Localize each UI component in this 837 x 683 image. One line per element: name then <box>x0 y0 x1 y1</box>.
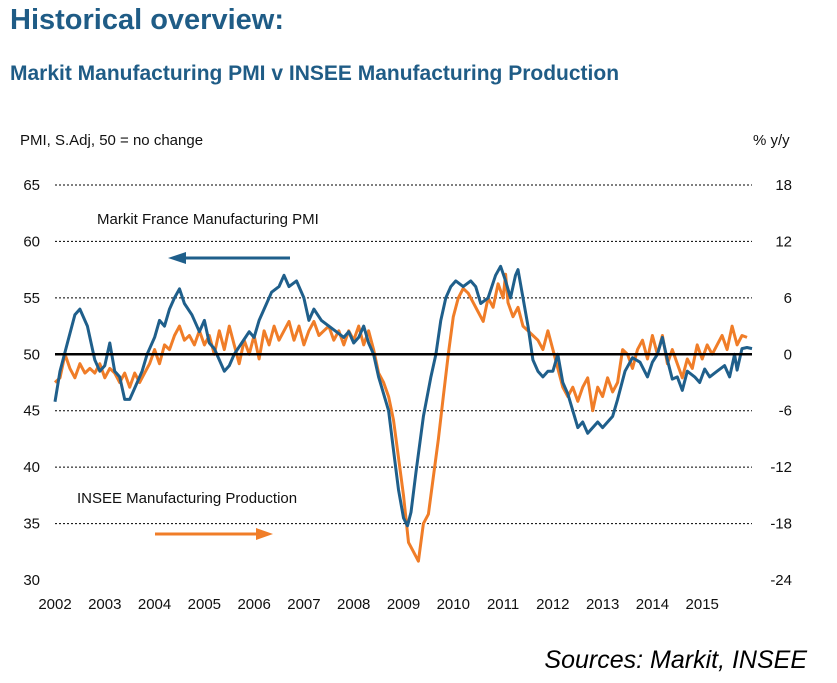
pmi-series-line <box>53 264 753 528</box>
x-tick-label: 2005 <box>188 596 221 613</box>
left-tick-label: 50 <box>23 346 40 363</box>
right-tick-label: -18 <box>770 516 792 533</box>
production-annotation: INSEE Manufacturing Production <box>77 490 297 507</box>
x-tick-label: 2011 <box>487 596 519 613</box>
left-tick-label: 40 <box>23 459 40 476</box>
x-tick-label: 2007 <box>287 596 320 613</box>
series-layer <box>53 264 753 563</box>
x-tick-label: 2008 <box>337 596 370 613</box>
pmi-arrow <box>168 252 290 264</box>
left-axis-label: PMI, S.Adj, 50 = no change <box>20 132 203 149</box>
x-tick-label: 2010 <box>437 596 470 613</box>
right-tick-label: -6 <box>779 403 792 420</box>
x-tick-label: 2015 <box>686 596 719 613</box>
chart-subtitle: Markit Manufacturing PMI v INSEE Manufac… <box>10 62 620 85</box>
x-tick-label: 2012 <box>536 596 569 613</box>
left-tick-label: 65 <box>23 177 40 194</box>
x-tick-label: 2014 <box>636 596 669 613</box>
right-tick-label: 18 <box>775 177 792 194</box>
left-tick-label: 60 <box>23 233 40 250</box>
gridlines <box>55 184 752 525</box>
pmi-annotation: Markit France Manufacturing PMI <box>97 211 319 228</box>
right-tick-label: -12 <box>770 459 792 476</box>
x-tick-label: 2004 <box>138 596 171 613</box>
right-tick-label: 6 <box>784 290 792 307</box>
left-tick-label: 35 <box>23 516 40 533</box>
x-tick-label: 2003 <box>88 596 121 613</box>
right-tick-label: 12 <box>775 233 792 250</box>
x-tick-label: 2013 <box>586 596 619 613</box>
right-tick-label: 0 <box>784 346 792 363</box>
left-tick-label: 45 <box>23 403 40 420</box>
production-arrow <box>155 528 273 540</box>
left-tick-label: 30 <box>23 572 40 589</box>
production-series-line <box>53 272 748 563</box>
right-tick-label: -24 <box>770 572 792 589</box>
x-tick-label: 2002 <box>38 596 71 613</box>
page-title: Historical overview: <box>10 4 284 36</box>
left-axis-ticks: 30 35 40 45 50 55 60 65 <box>23 177 40 589</box>
x-axis-ticks: 2002 2003 2004 2005 2006 2007 2008 2009 2010 2011… <box>38 596 719 613</box>
left-tick-label: 55 <box>23 290 40 307</box>
source-note: Sources: Markit, INSEE <box>544 646 807 674</box>
x-tick-label: 2009 <box>387 596 420 613</box>
right-axis-ticks: -24 -18 -12 -6 0 6 12 18 <box>770 177 792 589</box>
x-tick-label: 2006 <box>237 596 270 613</box>
right-axis-label: % y/y <box>753 132 790 149</box>
